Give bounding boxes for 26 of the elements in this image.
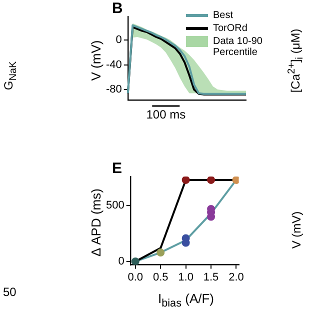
chart-title: B: [112, 0, 123, 17]
y-tick-label: 500: [106, 200, 124, 212]
y-tick-label: 0: [118, 255, 124, 268]
text: 100 ms: [146, 107, 186, 122]
chart-title: E: [112, 160, 122, 177]
x-tick-label: 2.0: [228, 271, 244, 284]
x-tick-label: 0.0: [128, 271, 144, 284]
text: V (mV): [289, 211, 304, 249]
point: [232, 176, 239, 184]
x-tick-label: 1.5: [203, 271, 219, 284]
x-tick-label: 0.5: [152, 271, 168, 284]
legend-label: Data 10-90 Percentile: [213, 36, 264, 58]
y-axis-title: V (mV): [88, 40, 104, 80]
x-axis-title: I$_{bias}$ (A/F): [158, 291, 214, 310]
point: [182, 176, 190, 184]
point: [207, 176, 216, 184]
x-tick-label: 1.0: [178, 271, 194, 284]
legend-label: TorORd: [213, 23, 248, 34]
point: [131, 257, 140, 265]
text: 50: [3, 285, 16, 299]
legend-label: Best: [213, 10, 234, 21]
point: [156, 248, 165, 257]
y-tick-label: 0: [116, 34, 122, 46]
y-tick-label: -80: [106, 84, 122, 96]
y-axis-title: Δ APD (ms): [88, 188, 104, 256]
y-tick-label: -40: [106, 58, 122, 71]
